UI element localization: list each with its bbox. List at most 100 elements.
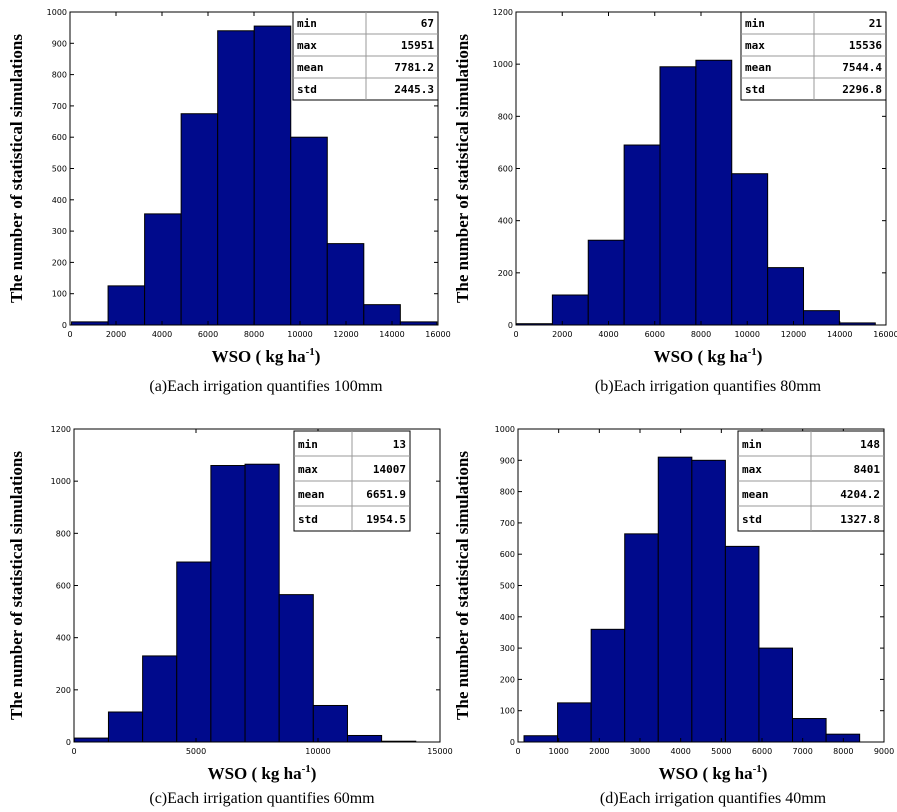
y-tick-label: 1200 <box>51 425 71 434</box>
y-tick-label: 800 <box>56 529 71 538</box>
stats-label: min <box>297 17 317 30</box>
histogram-panel-b: 0 2000 4000 6000 8000 10000 12000 14000 16000 0 20… <box>448 0 897 405</box>
x-tick-label: 7000 <box>792 747 812 756</box>
histogram-bar <box>695 59 733 326</box>
histogram-bar <box>691 459 726 743</box>
y-tick-label: 100 <box>500 707 515 716</box>
x-tick-label: 10000 <box>305 747 330 756</box>
histogram-bar <box>144 213 182 326</box>
histogram-bar <box>587 239 625 326</box>
x-tick-label: 4000 <box>152 330 172 339</box>
y-tick-label: 1000 <box>493 60 513 69</box>
x-tick-label: 8000 <box>833 747 853 756</box>
x-axis-label: WSO ( kg ha-1) <box>212 346 321 366</box>
y-tick-label: 400 <box>498 217 513 226</box>
histogram-bar <box>290 136 328 326</box>
y-axis-label: The number of statistical simulations <box>7 34 26 303</box>
histogram-bar <box>73 737 109 743</box>
stats-value: 21 <box>869 17 883 30</box>
stats-label: min <box>745 17 765 30</box>
x-tick-label: 2000 <box>589 747 609 756</box>
y-tick-label: 200 <box>52 258 67 267</box>
x-axis-label: WSO ( kg ha-1) <box>659 763 768 783</box>
histogram-bar <box>623 144 661 326</box>
histogram-bar <box>551 294 589 326</box>
y-tick-label: 0 <box>62 321 67 330</box>
stats-value: 14007 <box>373 463 406 476</box>
y-tick-label: 0 <box>66 738 71 747</box>
x-tick-label: 2000 <box>552 330 572 339</box>
y-axis-label: The number of statistical simulations <box>7 451 26 720</box>
chart-svg: 0 2000 4000 6000 8000 10000 12000 14000 16000 0 10… <box>7 8 451 395</box>
y-tick-label: 500 <box>500 582 515 591</box>
y-axis-label: The number of statistical simulations <box>453 34 472 303</box>
y-tick-label: 900 <box>52 39 67 48</box>
chart-svg: 0 1000 2000 3000 4000 5000 6000 7000 8000 9000 0 10… <box>453 425 894 807</box>
stats-value: 148 <box>860 438 880 451</box>
histogram-bar <box>253 25 292 326</box>
stats-value: 1327.8 <box>840 513 880 526</box>
histogram-bar <box>244 463 280 743</box>
y-tick-label: 1000 <box>495 425 515 434</box>
x-tick-label: 6000 <box>198 330 218 339</box>
x-tick-label: 12000 <box>333 330 358 339</box>
y-tick-label: 600 <box>498 165 513 174</box>
y-tick-label: 800 <box>500 488 515 497</box>
y-tick-label: 800 <box>498 112 513 121</box>
stats-label: std <box>298 513 318 526</box>
y-tick-label: 100 <box>52 290 67 299</box>
histogram-bar <box>624 533 659 743</box>
y-tick-label: 200 <box>500 675 515 684</box>
histogram-bar <box>590 628 626 743</box>
y-tick-label: 400 <box>56 634 71 643</box>
y-tick-label: 300 <box>52 227 67 236</box>
stats-label: max <box>298 463 318 476</box>
stats-label: max <box>297 39 317 52</box>
y-tick-label: 600 <box>500 550 515 559</box>
stats-value: 2445.3 <box>394 83 434 96</box>
x-tick-label: 9000 <box>874 747 894 756</box>
x-tick-label: 0 <box>513 330 518 339</box>
histogram-panel-a: 0 2000 4000 6000 8000 10000 12000 14000 16000 0 10… <box>0 0 451 405</box>
figure-caption: (a)Each irrigation quantifies 100mm <box>149 378 383 395</box>
stats-value: 67 <box>421 17 434 30</box>
histogram-bar <box>142 655 178 743</box>
y-tick-label: 0 <box>510 738 515 747</box>
histogram-panel-d: 0 1000 2000 3000 4000 5000 6000 7000 8000 9000 0 10… <box>448 405 897 812</box>
y-tick-label: 200 <box>56 686 71 695</box>
stats-label: std <box>742 513 762 526</box>
stats-value: 7544.4 <box>842 61 882 74</box>
y-tick-label: 1000 <box>47 8 67 17</box>
stats-value: 4204.2 <box>840 488 880 501</box>
histogram-bar <box>792 718 827 743</box>
histogram-bar <box>557 702 592 743</box>
x-tick-label: 15000 <box>427 747 452 756</box>
chart-svg: 0 5000 10000 15000 0 200 400 600 800 1000 1200 The … <box>7 425 453 807</box>
histogram-bar <box>217 30 255 326</box>
stats-label: std <box>745 83 765 96</box>
stats-label: std <box>297 83 317 96</box>
stats-label: mean <box>745 61 772 74</box>
stats-label: mean <box>297 61 324 74</box>
stats-value: 1954.5 <box>366 513 406 526</box>
y-tick-label: 700 <box>500 519 515 528</box>
histogram-bar <box>731 173 769 326</box>
x-tick-label: 6000 <box>752 747 772 756</box>
stats-value: 15951 <box>401 39 434 52</box>
x-tick-label: 14000 <box>379 330 404 339</box>
histogram-bar <box>659 66 697 326</box>
figure-caption: (d)Each irrigation quantifies 40mm <box>600 790 827 807</box>
stats-label: min <box>298 438 318 451</box>
stats-value: 13 <box>393 438 406 451</box>
histogram-bar <box>176 561 212 743</box>
histogram-bar <box>210 465 246 743</box>
chart-svg: 0 2000 4000 6000 8000 10000 12000 14000 16000 0 20… <box>453 8 897 395</box>
stats-label: min <box>742 438 762 451</box>
x-tick-label: 8000 <box>244 330 264 339</box>
histogram-bar <box>346 734 383 743</box>
stats-value: 15536 <box>849 39 882 52</box>
histogram-bar <box>657 456 693 743</box>
x-axis-label: WSO ( kg ha-1) <box>654 346 763 366</box>
x-tick-label: 0 <box>515 747 520 756</box>
stats-label: max <box>742 463 762 476</box>
